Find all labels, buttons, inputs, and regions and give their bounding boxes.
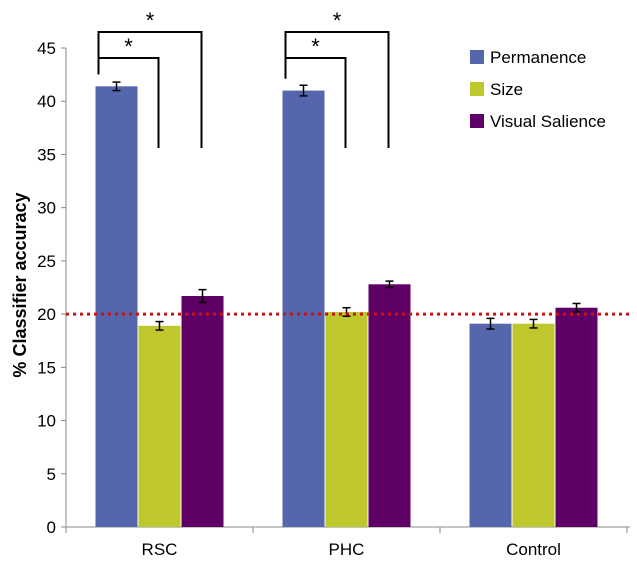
legend-label: Permanence	[490, 48, 586, 67]
bar	[512, 323, 555, 527]
y-tick-label: 30	[37, 199, 56, 218]
y-tick-label: 10	[37, 412, 56, 431]
y-tick-label: 15	[37, 358, 56, 377]
bar	[368, 284, 411, 527]
legend-label: Size	[490, 80, 523, 99]
significance-bracket	[97, 31, 203, 148]
significance-bracket	[284, 31, 390, 148]
bar	[469, 323, 512, 527]
bars	[95, 86, 598, 528]
significance-star: *	[146, 8, 155, 33]
x-axis: RSC PHC Control	[65, 526, 630, 559]
legend-swatch	[470, 82, 484, 96]
significance-star: *	[333, 8, 342, 33]
y-tick-label: 45	[37, 39, 56, 58]
bar	[325, 311, 368, 527]
y-tick-label: 5	[47, 465, 56, 484]
bar	[555, 307, 598, 527]
bar	[95, 86, 138, 527]
bar	[181, 296, 224, 527]
legend-swatch	[470, 50, 484, 64]
bar	[282, 90, 325, 528]
y-tick-label: 0	[47, 518, 56, 537]
legend: Permanence Size Visual Salience	[470, 48, 606, 131]
y-axis-label: % Classifier accuracy	[10, 192, 30, 377]
legend-label: Visual Salience	[490, 112, 606, 131]
significance-brackets: * * * *	[97, 8, 390, 148]
x-category-label: Control	[506, 540, 561, 559]
legend-swatch	[470, 114, 484, 128]
x-category-label: PHC	[329, 540, 365, 559]
significance-star: *	[311, 34, 320, 59]
y-tick-label: 35	[37, 145, 56, 164]
y-tick-label: 20	[37, 305, 56, 324]
y-axis: 0 5 10 15 20 25 30 35 40 45	[37, 39, 67, 537]
y-tick-label: 25	[37, 252, 56, 271]
y-tick-label: 40	[37, 92, 56, 111]
bar	[138, 325, 181, 527]
x-category-label: RSC	[142, 540, 178, 559]
significance-star: *	[124, 34, 133, 59]
